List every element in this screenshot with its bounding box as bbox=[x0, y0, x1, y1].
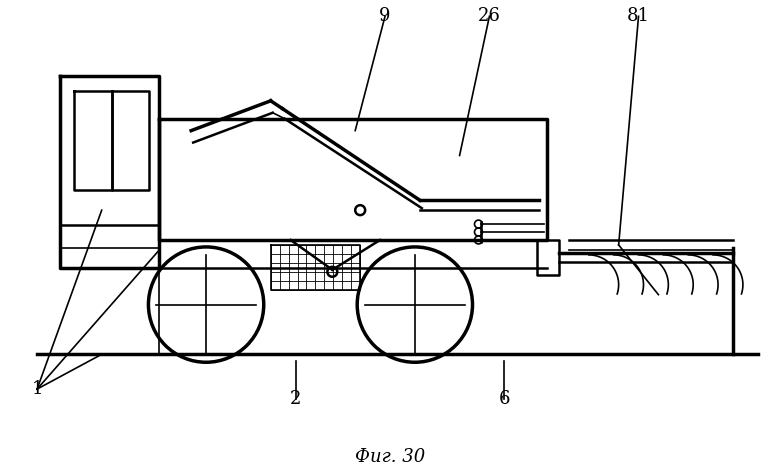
Text: 26: 26 bbox=[478, 7, 501, 25]
Text: 1: 1 bbox=[31, 380, 43, 398]
Text: 9: 9 bbox=[379, 7, 391, 25]
Text: 2: 2 bbox=[290, 390, 301, 408]
Text: Фиг. 30: Фиг. 30 bbox=[355, 448, 425, 466]
Text: 6: 6 bbox=[498, 390, 510, 408]
Text: 81: 81 bbox=[627, 7, 650, 25]
